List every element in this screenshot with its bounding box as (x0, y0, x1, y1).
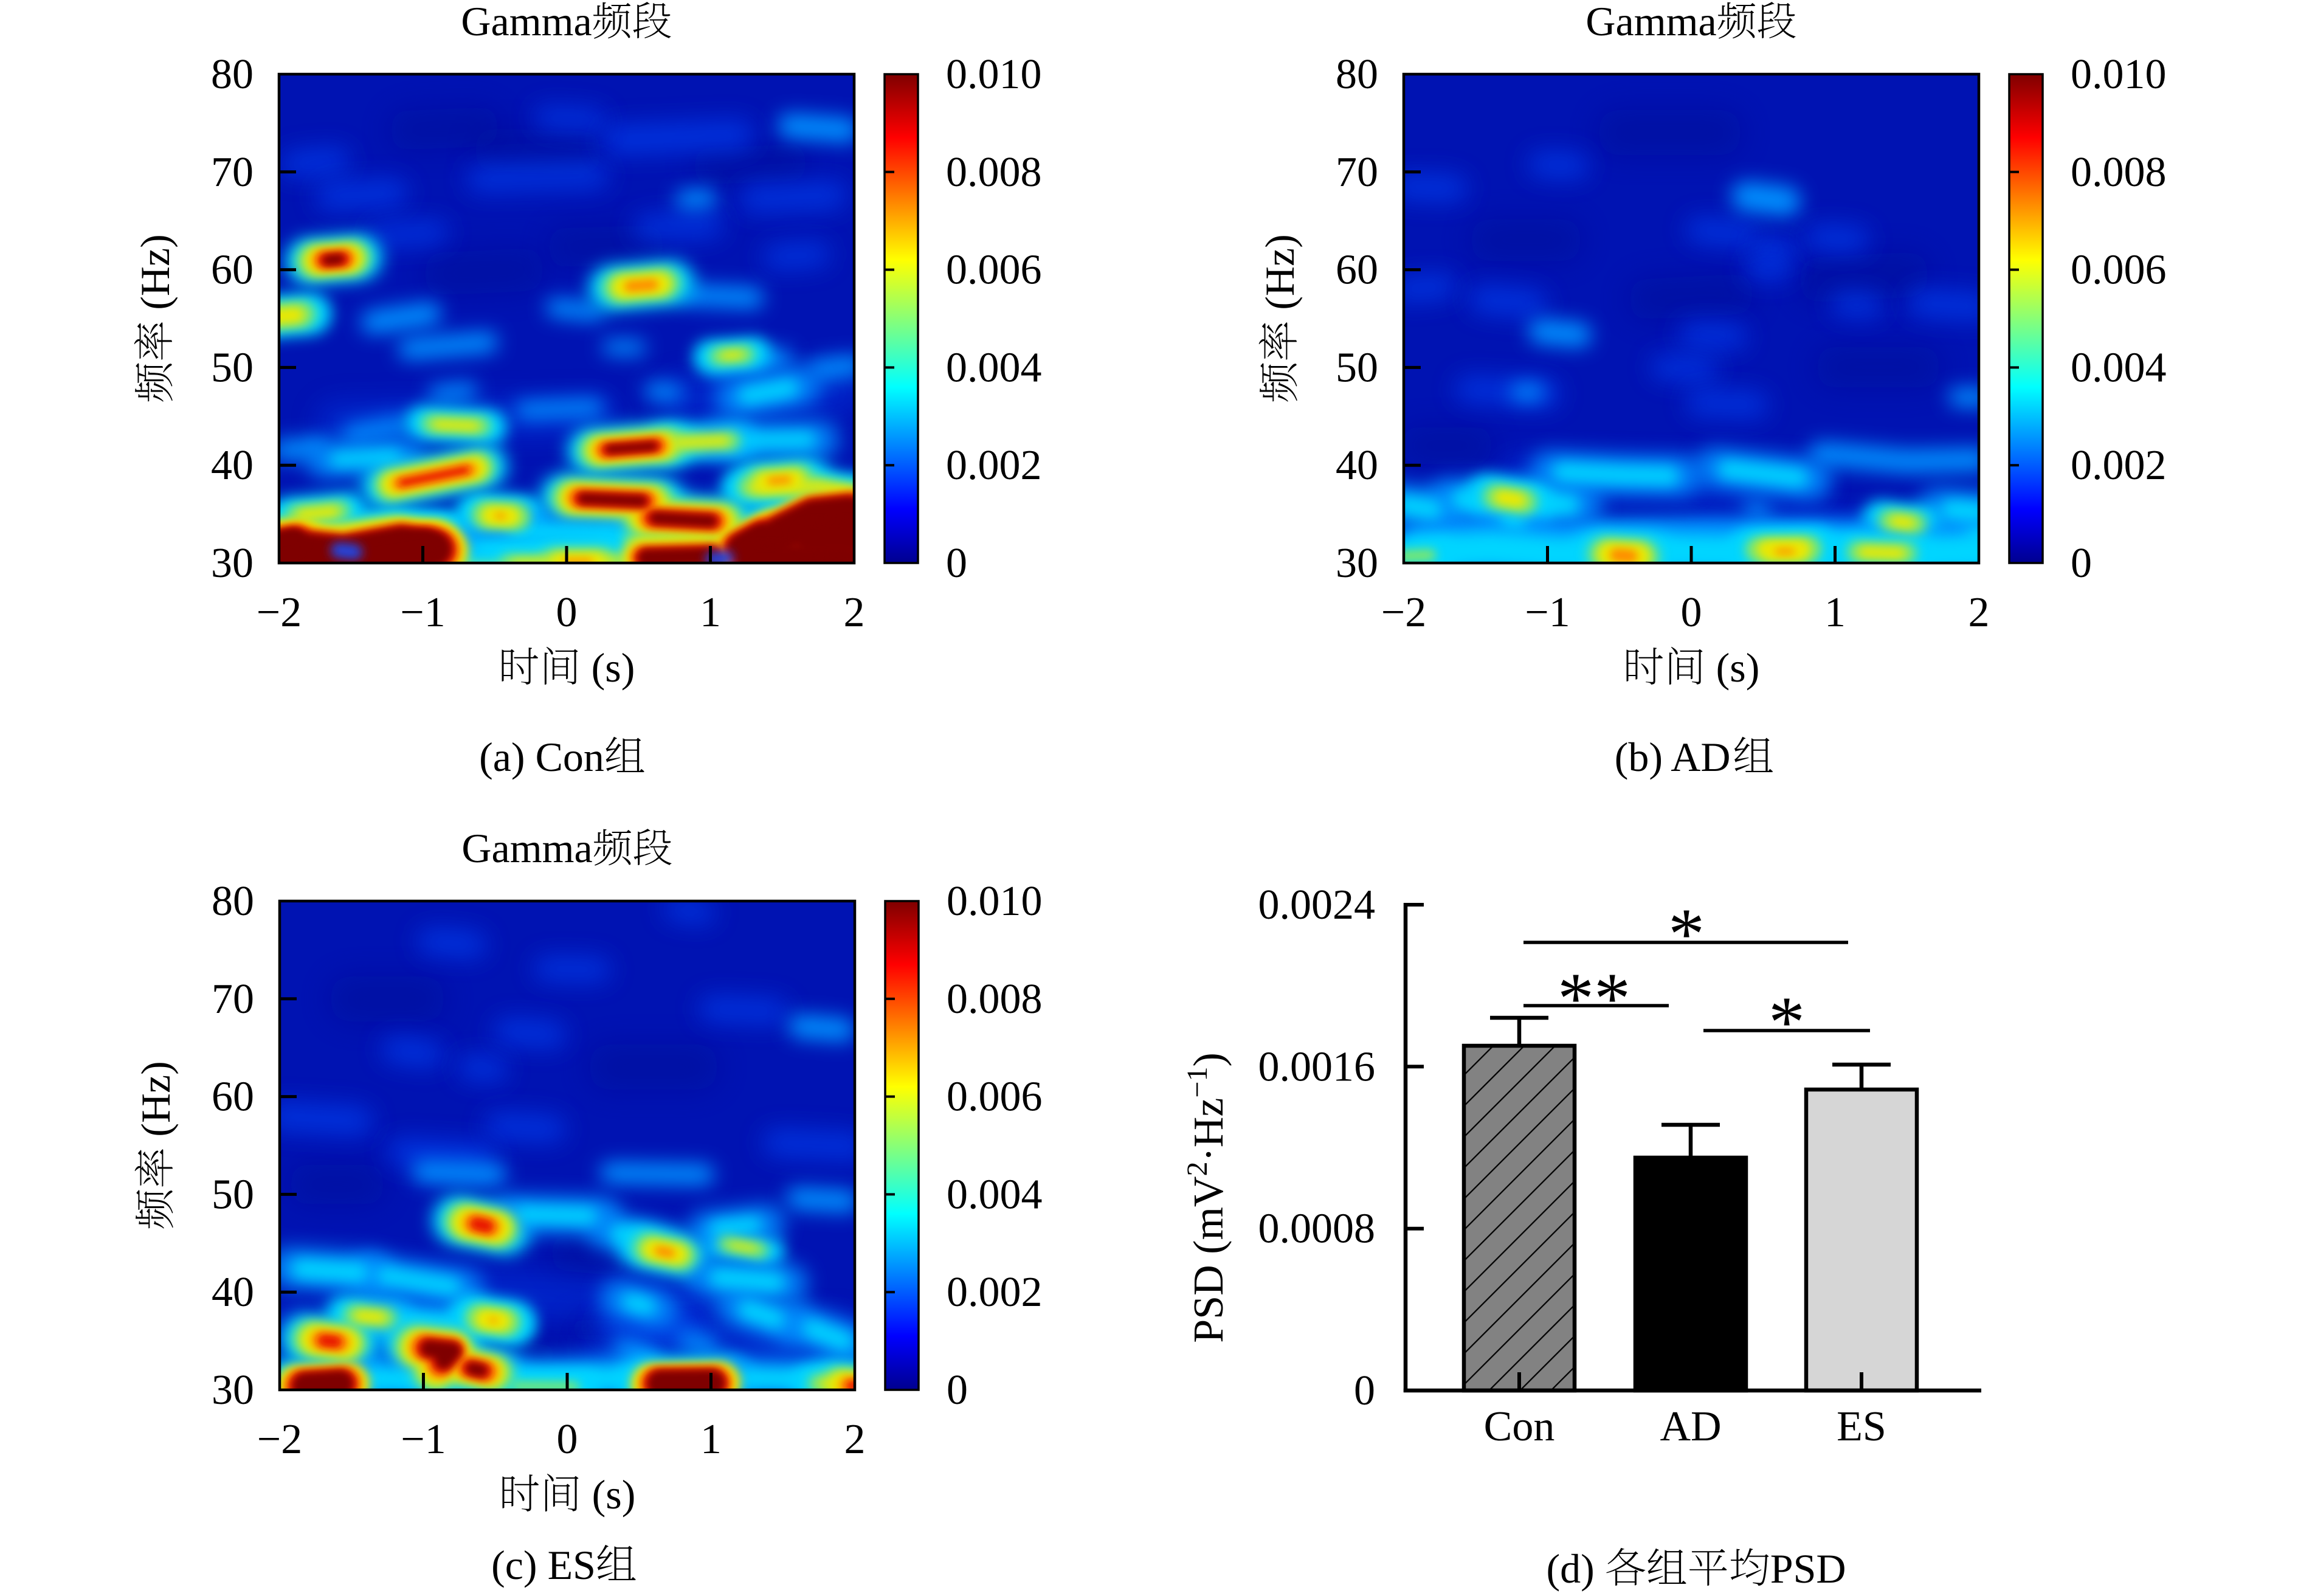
svg-text:0.0024: 0.0024 (1258, 882, 1376, 928)
svg-text:2: 2 (1968, 589, 1990, 636)
svg-text:1: 1 (1824, 589, 1846, 636)
svg-text:2: 2 (844, 589, 865, 636)
svg-text:0.008: 0.008 (946, 149, 1042, 196)
svg-text:80: 80 (212, 878, 254, 925)
svg-text:70: 70 (211, 149, 254, 196)
svg-text:Gamma: Gamma (461, 0, 592, 44)
svg-text:(Hz): (Hz) (1257, 234, 1303, 320)
svg-text:2: 2 (844, 1416, 866, 1463)
svg-text:0: 0 (1354, 1367, 1375, 1414)
svg-text:ES: ES (1837, 1403, 1886, 1450)
svg-text:0.010: 0.010 (947, 878, 1043, 925)
svg-text:(b) AD: (b) AD (1615, 734, 1731, 780)
svg-text:80: 80 (1336, 51, 1378, 98)
svg-text:40: 40 (212, 1269, 254, 1316)
svg-text:0: 0 (557, 1416, 578, 1463)
svg-text:30: 30 (212, 1367, 254, 1414)
svg-text:0.010: 0.010 (946, 51, 1042, 98)
svg-text:0.0016: 0.0016 (1258, 1043, 1376, 1090)
svg-text:1: 1 (700, 589, 721, 636)
svg-text:*: * (1768, 981, 1805, 1062)
svg-text:Gamma: Gamma (1585, 0, 1716, 44)
svg-text:0.0008: 0.0008 (1258, 1206, 1376, 1252)
svg-text:0.008: 0.008 (947, 976, 1043, 1023)
svg-text:60: 60 (1336, 247, 1378, 294)
svg-text:−2: −2 (257, 589, 302, 636)
svg-text:(Hz): (Hz) (132, 234, 178, 320)
svg-text:0.002: 0.002 (946, 442, 1042, 489)
svg-text:0.006: 0.006 (946, 247, 1042, 294)
svg-text:−1: −1 (400, 589, 445, 636)
svg-text:AD: AD (1660, 1403, 1721, 1450)
svg-text:1: 1 (700, 1416, 722, 1463)
svg-text:0.006: 0.006 (2071, 247, 2167, 294)
svg-text:(a) Con: (a) Con (479, 734, 604, 780)
svg-text:(s): (s) (1706, 644, 1760, 691)
svg-text:(d): (d) (1547, 1546, 1595, 1592)
svg-text:Con: Con (1484, 1403, 1555, 1450)
svg-text:0: 0 (556, 589, 578, 636)
svg-text:0.002: 0.002 (2071, 442, 2167, 489)
svg-text:0: 0 (947, 1367, 968, 1414)
svg-text:−1: −1 (401, 1416, 446, 1463)
svg-text:*: * (1668, 893, 1705, 974)
svg-text:0.006: 0.006 (947, 1074, 1043, 1121)
svg-text:Gamma: Gamma (461, 825, 592, 871)
svg-text:(s): (s) (581, 644, 635, 691)
svg-text:PSD (mV2·Hz−1): PSD (mV2·Hz−1) (1181, 1052, 1232, 1343)
svg-text:50: 50 (211, 344, 254, 391)
svg-text:−2: −2 (257, 1416, 302, 1463)
svg-text:40: 40 (1336, 442, 1378, 489)
svg-text:0.002: 0.002 (947, 1269, 1043, 1316)
svg-text:0.004: 0.004 (946, 344, 1042, 391)
svg-text:70: 70 (1336, 149, 1378, 196)
svg-text:70: 70 (212, 976, 254, 1023)
svg-text:−2: −2 (1381, 589, 1426, 636)
svg-text:60: 60 (212, 1074, 254, 1121)
svg-text:50: 50 (1336, 344, 1378, 391)
svg-text:0: 0 (1681, 589, 1702, 636)
svg-text:40: 40 (211, 442, 254, 489)
svg-text:0.010: 0.010 (2071, 51, 2167, 98)
svg-text:**: ** (1558, 958, 1630, 1038)
svg-text:PSD: PSD (1770, 1546, 1846, 1592)
svg-text:−1: −1 (1525, 589, 1570, 636)
svg-text:(c) ES: (c) ES (491, 1542, 596, 1588)
svg-text:0: 0 (2071, 540, 2092, 587)
svg-text:0: 0 (946, 540, 967, 587)
svg-text:60: 60 (211, 247, 254, 294)
svg-text:30: 30 (211, 540, 254, 587)
svg-text:0.008: 0.008 (2071, 149, 2167, 196)
svg-text:(s): (s) (582, 1471, 636, 1518)
svg-text:80: 80 (211, 51, 254, 98)
svg-text:50: 50 (212, 1171, 254, 1218)
svg-text:30: 30 (1336, 540, 1378, 587)
svg-text:0.004: 0.004 (947, 1171, 1043, 1218)
svg-text:(Hz): (Hz) (133, 1061, 179, 1147)
svg-text:0.004: 0.004 (2071, 344, 2167, 391)
